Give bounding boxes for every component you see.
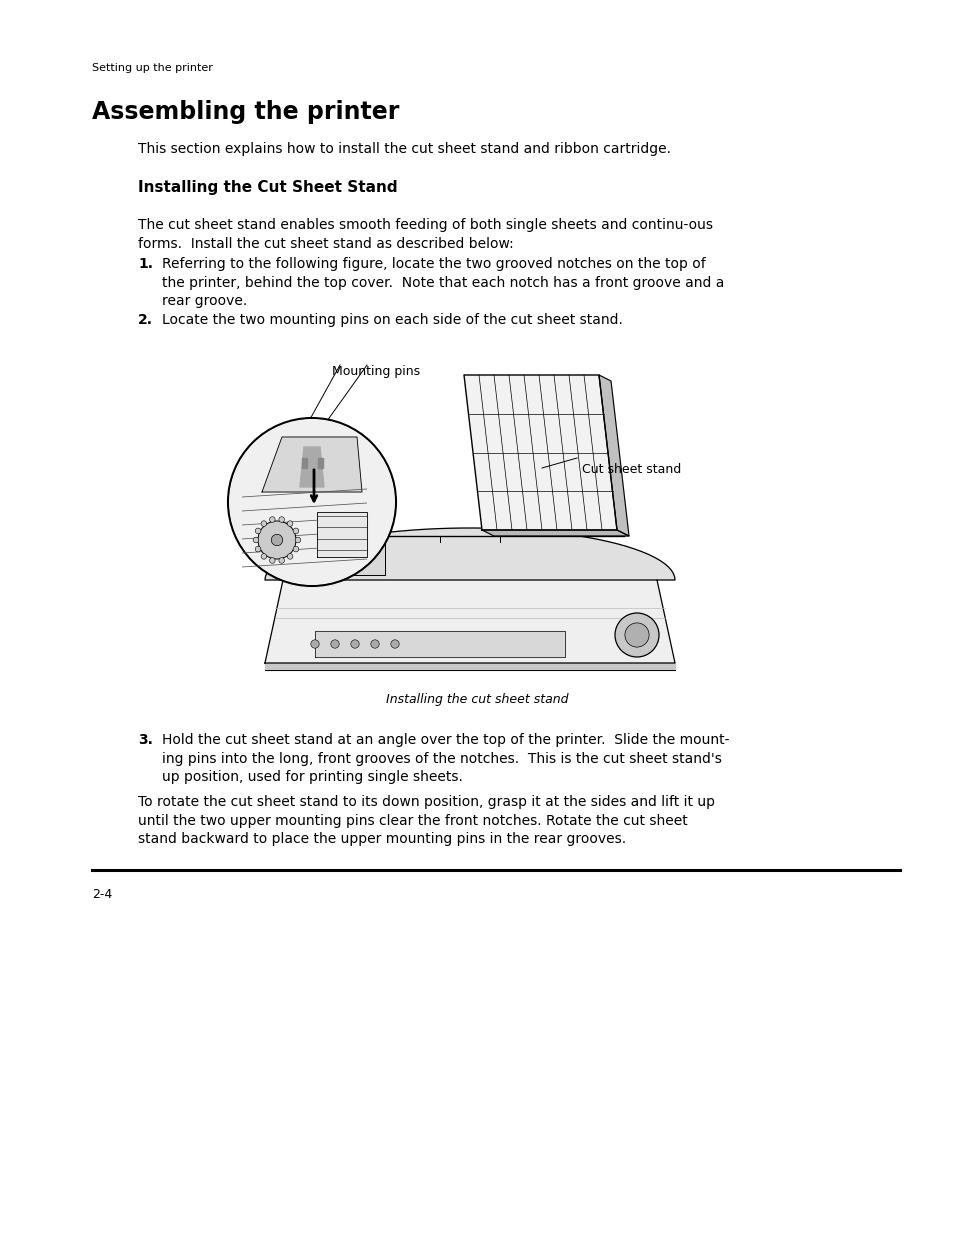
Text: 1.: 1. <box>138 257 152 270</box>
Circle shape <box>257 521 295 559</box>
Text: Mounting pins: Mounting pins <box>332 366 419 378</box>
Circle shape <box>615 613 659 657</box>
Polygon shape <box>299 447 324 487</box>
Text: 2-4: 2-4 <box>91 888 112 902</box>
Circle shape <box>278 516 284 522</box>
Text: This section explains how to install the cut sheet stand and ribbon cartridge.: This section explains how to install the… <box>138 142 670 156</box>
Text: stand backward to place the upper mounting pins in the rear grooves.: stand backward to place the upper mounti… <box>138 832 625 846</box>
Text: Installing the cut sheet stand: Installing the cut sheet stand <box>385 693 568 706</box>
Text: Hold the cut sheet stand at an angle over the top of the printer.  Slide the mou: Hold the cut sheet stand at an angle ove… <box>162 734 729 747</box>
Text: up position, used for printing single sheets.: up position, used for printing single sh… <box>162 769 462 784</box>
Text: the printer, behind the top cover.  Note that each notch has a front groove and : the printer, behind the top cover. Note … <box>162 275 723 289</box>
Polygon shape <box>262 437 361 492</box>
Text: rear groove.: rear groove. <box>162 294 247 308</box>
Text: 3.: 3. <box>138 734 152 747</box>
Circle shape <box>261 521 267 526</box>
Text: Assembling the printer: Assembling the printer <box>91 100 399 124</box>
Circle shape <box>391 640 398 648</box>
Circle shape <box>371 640 378 648</box>
Circle shape <box>230 420 395 584</box>
Text: To rotate the cut sheet stand to its down position, grasp it at the sides and li: To rotate the cut sheet stand to its dow… <box>138 795 714 809</box>
Text: Referring to the following figure, locate the two grooved notches on the top of: Referring to the following figure, locat… <box>162 257 705 270</box>
Circle shape <box>294 537 300 543</box>
Circle shape <box>293 546 298 552</box>
Polygon shape <box>481 530 628 536</box>
Circle shape <box>624 622 648 647</box>
Text: Installing the Cut Sheet Stand: Installing the Cut Sheet Stand <box>138 180 397 195</box>
Polygon shape <box>265 529 675 580</box>
Polygon shape <box>316 513 367 557</box>
Polygon shape <box>317 458 322 468</box>
Polygon shape <box>314 631 564 657</box>
Circle shape <box>270 516 274 522</box>
Text: Cut sheet stand: Cut sheet stand <box>581 463 680 475</box>
Circle shape <box>287 521 293 526</box>
Polygon shape <box>301 458 306 468</box>
Circle shape <box>255 546 260 552</box>
Text: 2.: 2. <box>138 312 152 327</box>
Circle shape <box>253 537 258 543</box>
Text: Locate the two mounting pins on each side of the cut sheet stand.: Locate the two mounting pins on each sid… <box>162 312 622 327</box>
Circle shape <box>293 529 298 534</box>
Circle shape <box>228 417 395 585</box>
Polygon shape <box>265 580 675 663</box>
Polygon shape <box>463 375 617 530</box>
Circle shape <box>261 553 267 559</box>
Circle shape <box>270 558 274 563</box>
Circle shape <box>278 558 284 563</box>
Circle shape <box>311 640 319 648</box>
Polygon shape <box>294 542 385 576</box>
Circle shape <box>351 640 359 648</box>
Text: The cut sheet stand enables smooth feeding of both single sheets and continu-ous: The cut sheet stand enables smooth feedi… <box>138 219 712 232</box>
Polygon shape <box>598 375 628 536</box>
Text: until the two upper mounting pins clear the front notches. Rotate the cut sheet: until the two upper mounting pins clear … <box>138 814 687 827</box>
Text: Setting up the printer: Setting up the printer <box>91 63 213 73</box>
Circle shape <box>331 640 339 648</box>
Text: forms.  Install the cut sheet stand as described below:: forms. Install the cut sheet stand as de… <box>138 236 514 251</box>
Circle shape <box>271 535 282 546</box>
Circle shape <box>287 553 293 559</box>
Text: ing pins into the long, front grooves of the notches.  This is the cut sheet sta: ing pins into the long, front grooves of… <box>162 752 721 766</box>
Polygon shape <box>265 663 675 671</box>
Circle shape <box>255 529 260 534</box>
